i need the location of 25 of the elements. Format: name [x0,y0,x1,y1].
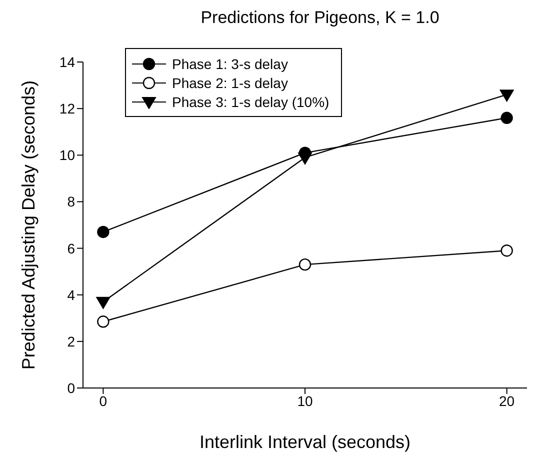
y-tick-label: 0 [67,380,76,396]
chart-title: Predictions for Pigeons, K = 1.0 [200,8,440,28]
y-tick-label: 4 [67,286,76,303]
legend-label: Phase 2: 1-s delay [172,74,288,90]
x-axis-title: Interlink Interval (seconds) [199,432,411,452]
x-tick-label: 10 [297,392,313,409]
point [500,112,513,124]
y-tick-label: 2 [67,333,76,350]
legend-label: Phase 3: 1-s delay (10%) [172,94,330,110]
y-tick-label: 12 [59,100,76,117]
point [97,226,110,238]
y-tick-label: 6 [67,240,76,256]
point [298,152,312,164]
point [96,296,110,309]
legend-label: Phase 1: 3-s delay [172,56,288,72]
point [500,90,514,102]
point [500,244,513,257]
x-tick-label: 20 [499,392,515,409]
point [97,316,110,328]
point [298,258,312,271]
y-axis-title: Predicted Adjusting Delay (seconds) [18,80,38,370]
y-tick-label: 8 [67,194,76,210]
y-tick-label: 10 [59,147,76,164]
x-tick-label: 0 [99,392,108,409]
y-tick-label: 14 [59,54,76,70]
